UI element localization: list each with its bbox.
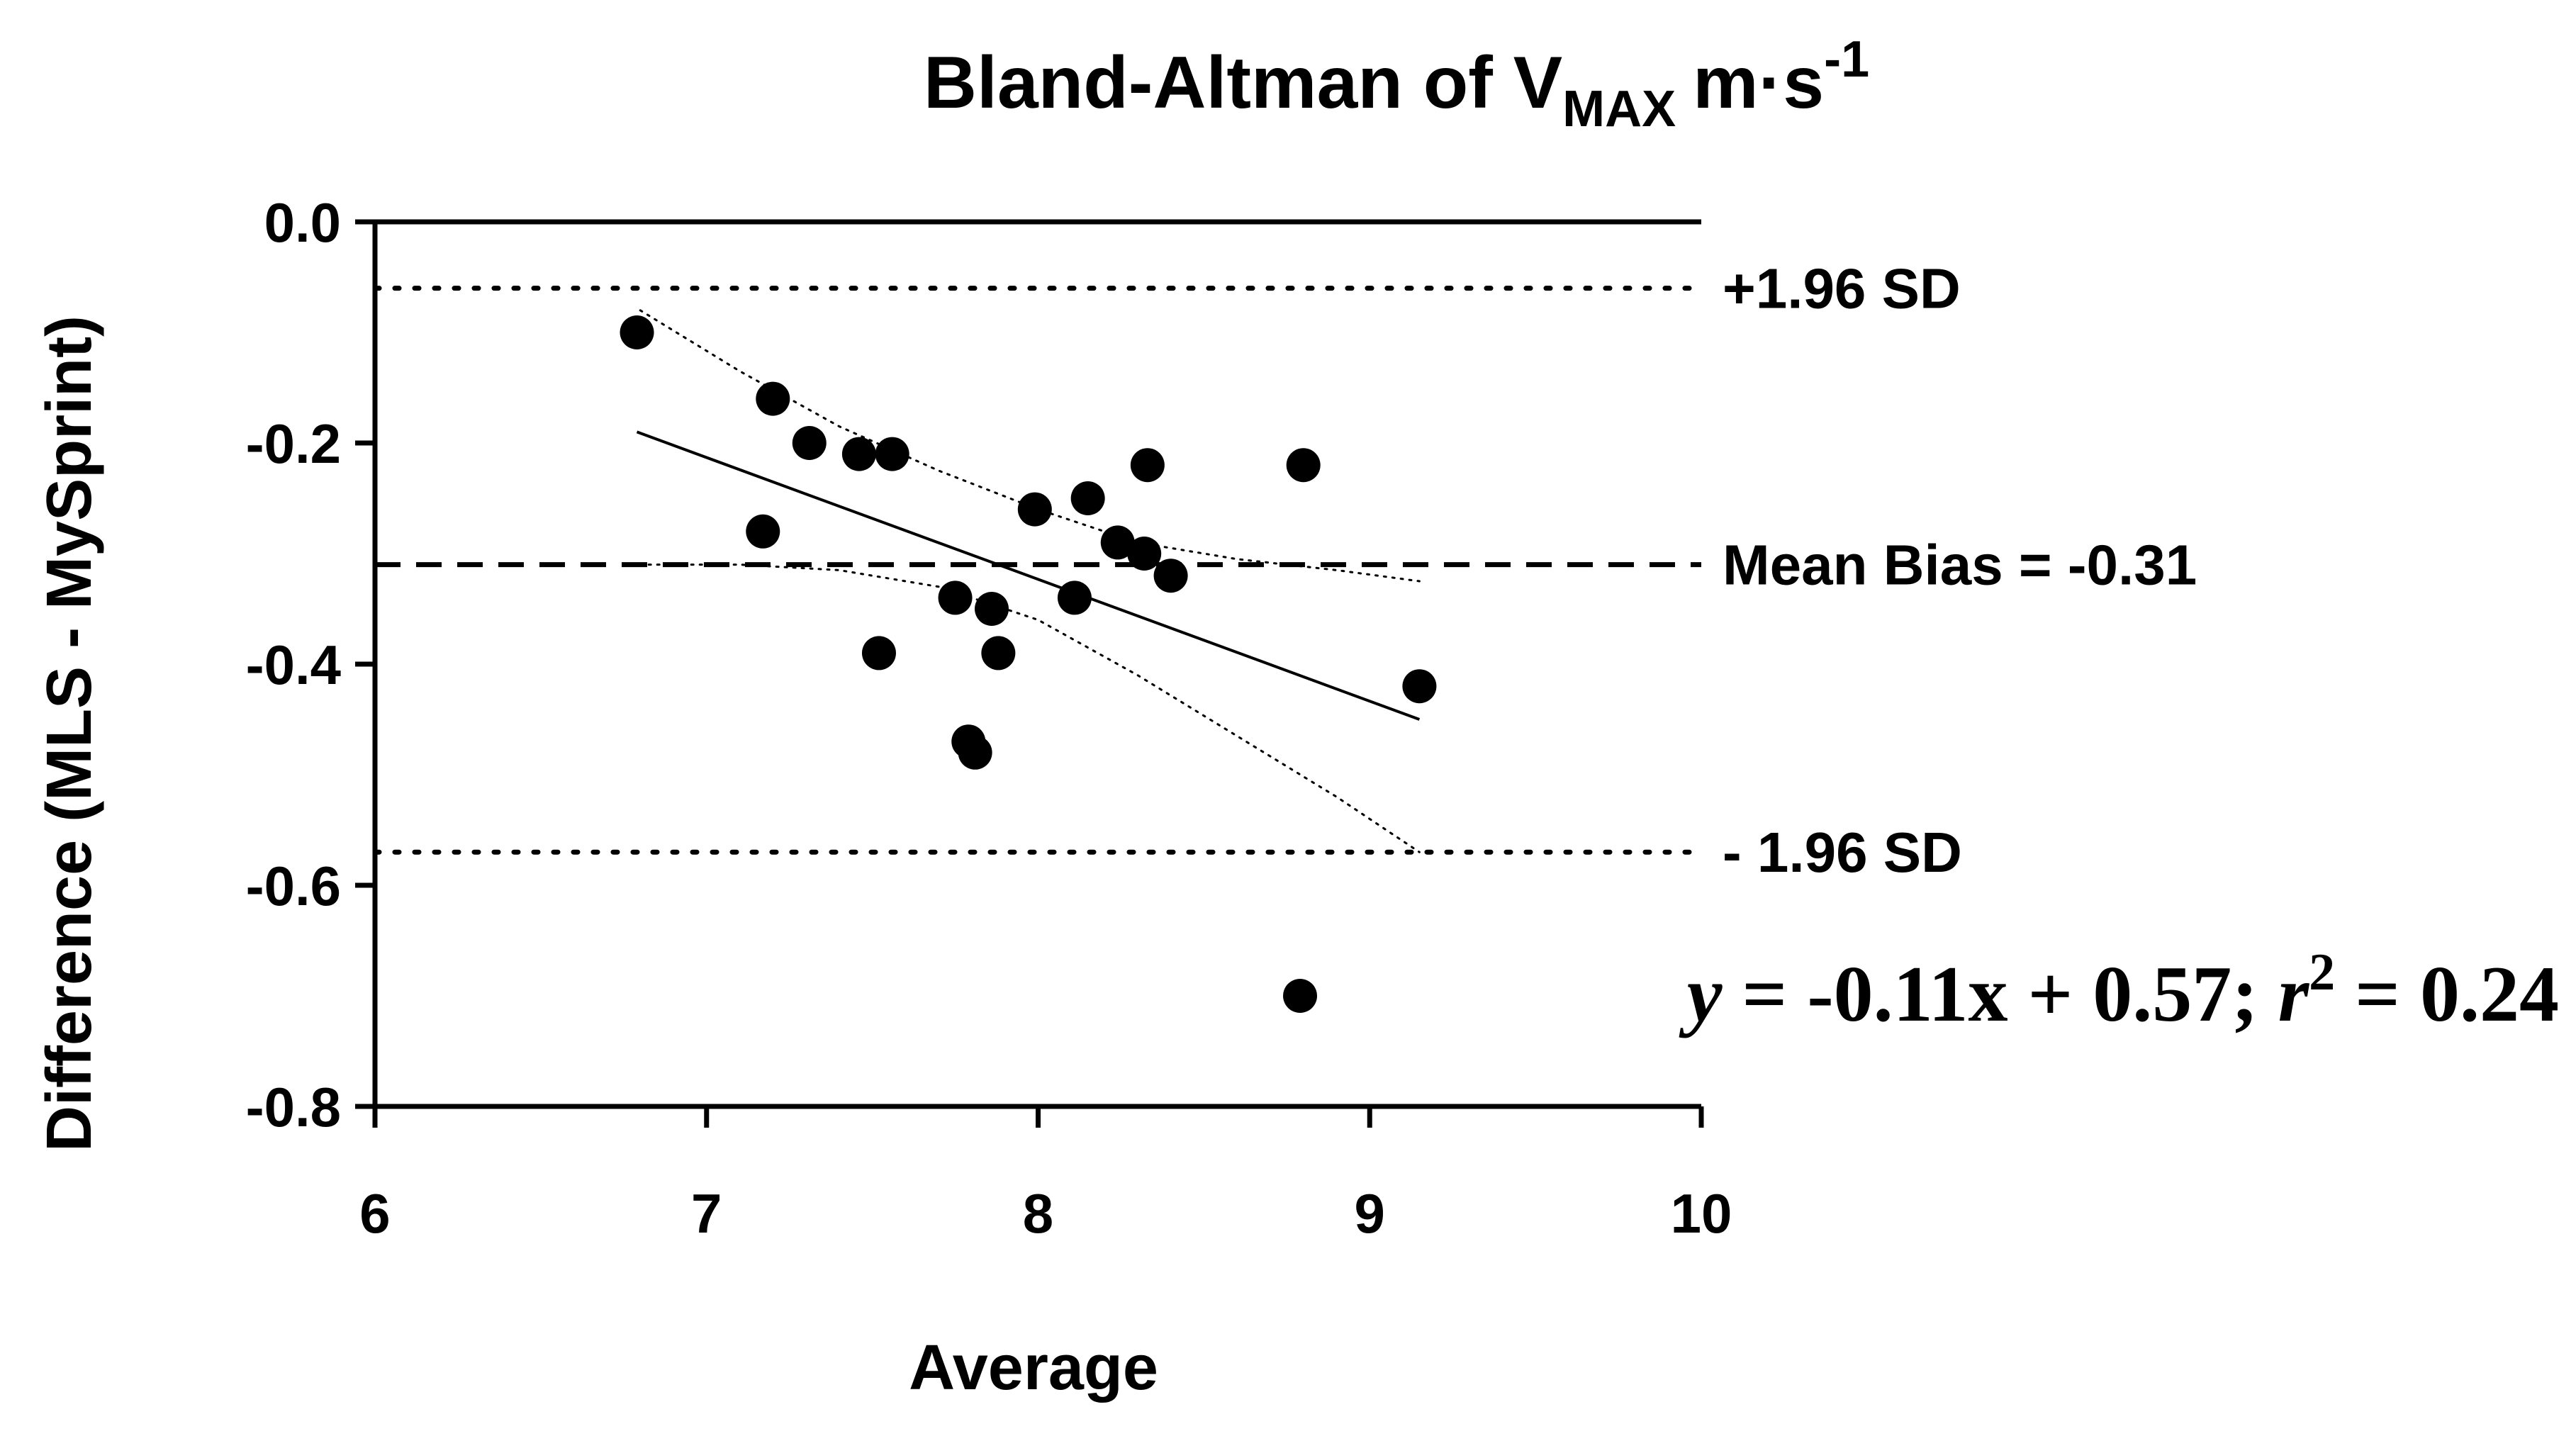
- regression-equation: y = -0.11x + 0.57; r2 = 0.24: [1679, 943, 2559, 1038]
- chart-title: Bland-Altman of VMAX m·s-1: [924, 31, 1869, 138]
- title-subscript: MAX: [1562, 81, 1676, 138]
- y-tick-label: -0.8: [246, 1076, 341, 1138]
- equation-r-value: = 0.24: [2335, 950, 2559, 1038]
- data-point: [861, 636, 896, 671]
- x-tick-label: 8: [1023, 1182, 1053, 1245]
- equation-rhs: = -0.11x + 0.57;: [1723, 950, 2278, 1038]
- regression-line: [636, 430, 1421, 721]
- x-axis-label: Average: [909, 1333, 1158, 1403]
- data-point: [938, 580, 973, 615]
- data-point: [792, 426, 827, 460]
- mean-bias-label: Mean Bias = -0.31: [1723, 534, 2197, 597]
- equation-y-var: y: [1679, 950, 1723, 1038]
- y-tick-label: -0.2: [246, 413, 341, 475]
- y-ticks: 0.0 -0.2 -0.4 -0.6 -0.8: [246, 191, 375, 1138]
- title-superscript: -1: [1824, 31, 1869, 88]
- data-point: [746, 514, 780, 549]
- data-point: [841, 437, 876, 471]
- reference-lines: +1.96 SD Mean Bias = -0.31 - 1.96 SD: [372, 257, 2197, 884]
- x-tick-label: 10: [1671, 1182, 1732, 1245]
- data-point: [958, 735, 992, 770]
- y-axis-label: Difference (MLS - MySprint): [34, 315, 105, 1152]
- upper-limit-label: +1.96 SD: [1723, 257, 1961, 320]
- x-tick-label: 9: [1355, 1182, 1385, 1245]
- data-point: [1153, 559, 1188, 593]
- data-point: [620, 315, 654, 349]
- data-point: [1283, 979, 1318, 1013]
- x-ticks: 6 7 8 9 10: [359, 1106, 1732, 1245]
- title-main: Bland-Altman of V: [924, 42, 1562, 124]
- title-unit: m·s: [1693, 42, 1824, 124]
- data-point: [756, 381, 790, 416]
- y-tick-label: -0.6: [246, 855, 341, 917]
- data-point: [1402, 669, 1437, 704]
- y-tick-label: -0.4: [246, 634, 341, 696]
- data-point: [1070, 481, 1105, 515]
- data-point: [981, 636, 1016, 671]
- data-point: [1286, 448, 1321, 483]
- x-tick-label: 7: [691, 1182, 722, 1245]
- lower-limit-label: - 1.96 SD: [1723, 821, 1962, 884]
- data-point: [1017, 492, 1052, 527]
- data-point: [1100, 525, 1135, 560]
- regression: [636, 430, 1421, 721]
- data-point: [1130, 448, 1165, 483]
- data-point: [1127, 537, 1162, 571]
- equation-r-exp: 2: [2309, 943, 2335, 1002]
- data-point: [975, 592, 1009, 626]
- equation-r-var: r: [2278, 950, 2310, 1038]
- data-point: [1057, 580, 1092, 615]
- data-point: [875, 437, 909, 471]
- confidence-band: [639, 309, 1421, 853]
- confidence-band-lower: [639, 563, 1421, 853]
- y-tick-label: 0.0: [264, 191, 341, 254]
- data-points: [620, 315, 1437, 1013]
- x-tick-label: 6: [359, 1182, 390, 1245]
